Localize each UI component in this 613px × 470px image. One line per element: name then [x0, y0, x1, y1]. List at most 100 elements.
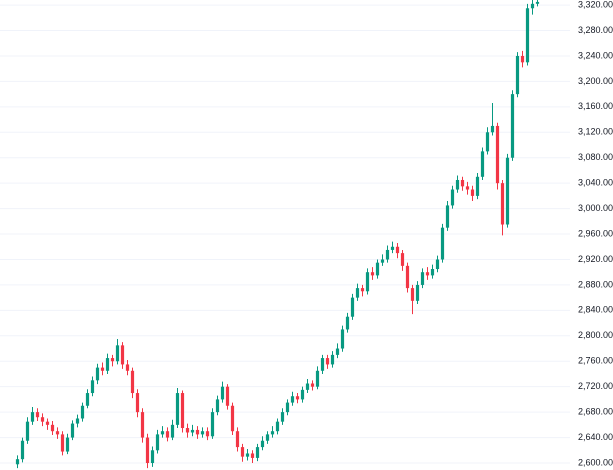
candle-body: [120, 345, 125, 365]
candle-body: [340, 329, 345, 349]
candle-body: [485, 132, 490, 152]
candle-body: [490, 125, 495, 133]
candle-body: [390, 246, 395, 250]
candle-body: [105, 358, 110, 371]
candle-body: [400, 253, 405, 266]
y-tick-label: 2,960.00: [578, 228, 613, 238]
candle-body: [155, 434, 160, 451]
candle-body: [230, 405, 235, 432]
candle-body: [40, 417, 45, 422]
candle-body: [295, 396, 300, 400]
candle-body: [185, 428, 190, 433]
candle-body: [50, 424, 55, 432]
candle-body: [395, 246, 400, 254]
candle-body: [290, 396, 295, 403]
candle-body: [240, 447, 245, 457]
candle-body: [140, 412, 145, 438]
candle-body: [70, 423, 75, 438]
y-tick-label: 2,680.00: [578, 406, 613, 416]
candle-body: [90, 380, 95, 394]
candle-body: [370, 272, 375, 276]
candle-body: [320, 358, 325, 371]
candle-body: [150, 450, 155, 464]
candle-body: [510, 94, 515, 158]
candle-body: [420, 272, 425, 285]
candle-body: [285, 402, 290, 413]
candle-body: [180, 393, 185, 429]
candle-body: [260, 440, 265, 448]
candle-body: [270, 431, 275, 435]
candle-body: [525, 8, 530, 63]
y-tick-label: 3,040.00: [578, 178, 613, 188]
y-tick-label: 3,160.00: [578, 101, 613, 111]
y-tick-label: 3,200.00: [578, 76, 613, 86]
candle-body: [15, 459, 20, 465]
y-tick-label: 2,640.00: [578, 432, 613, 442]
candle-body: [430, 269, 435, 276]
candle-body: [360, 288, 365, 292]
candle-body: [330, 354, 335, 365]
candle-body: [305, 383, 310, 390]
candle-body: [385, 249, 390, 260]
candle-body: [475, 176, 480, 196]
candle-body: [25, 421, 30, 441]
candle-body: [410, 288, 415, 301]
candle-body: [455, 179, 460, 190]
y-tick-label: 3,280.00: [578, 25, 613, 35]
candle-body: [210, 412, 215, 437]
candle-body: [100, 367, 105, 371]
candle-body: [435, 259, 440, 270]
candle-body: [135, 393, 140, 413]
candle-body: [515, 55, 520, 95]
candle-body: [145, 437, 150, 464]
y-tick-label: 3,240.00: [578, 50, 613, 60]
candle-body: [200, 431, 205, 435]
candle-body: [425, 272, 430, 276]
candle-body: [205, 431, 210, 437]
candle-body: [275, 421, 280, 432]
candle-body: [375, 262, 380, 276]
candle-body: [450, 189, 455, 206]
y-tick-label: 3,320.00: [578, 0, 613, 9]
candle-body: [415, 284, 420, 301]
y-tick-label: 2,840.00: [578, 305, 613, 315]
candle-body: [365, 272, 370, 292]
candle-body: [315, 370, 320, 387]
candle-body: [310, 383, 315, 387]
candle-body: [235, 431, 240, 448]
y-tick-label: 2,880.00: [578, 279, 613, 289]
candle-body: [535, 1, 540, 4]
y-tick-label: 3,080.00: [578, 152, 613, 162]
candle-body: [130, 370, 135, 394]
candle-body: [405, 265, 410, 289]
candle-body: [195, 429, 200, 435]
candle-body: [255, 447, 260, 458]
candle-body: [500, 183, 505, 225]
candle-body: [250, 453, 255, 458]
candle-body: [300, 389, 305, 400]
candle-body: [215, 399, 220, 413]
y-tick-label: 3,000.00: [578, 203, 613, 213]
y-tick-label: 3,120.00: [578, 127, 613, 137]
candle-body: [325, 358, 330, 365]
candle-body: [245, 453, 250, 457]
candle-body: [65, 437, 70, 452]
candle-body: [465, 186, 470, 190]
candle-body: [380, 259, 385, 263]
candle-body: [35, 412, 40, 418]
candle-body: [505, 157, 510, 225]
candle-body: [80, 405, 85, 419]
candle-body: [30, 412, 35, 422]
candle-body: [495, 125, 500, 184]
candle-body: [20, 440, 25, 460]
candle-body: [520, 55, 525, 63]
candle-body: [175, 393, 180, 425]
candle-body: [95, 367, 100, 381]
candle-body: [60, 434, 65, 452]
candle-body: [530, 3, 535, 9]
candle-body: [115, 345, 120, 362]
candle-body: [440, 227, 445, 260]
